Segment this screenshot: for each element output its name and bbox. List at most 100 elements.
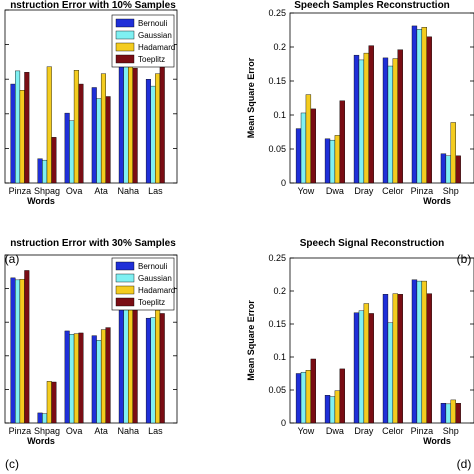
bar-gaussian-pinza <box>15 70 21 184</box>
bar-bernouli-dwa <box>324 138 331 184</box>
chart-panel-c: Pinza Shpag Ova Ata Naha Las Words nstruction E… <box>4 238 178 471</box>
bar-toeplitz-naha <box>132 307 138 424</box>
bar-toeplitz-pinza <box>24 72 30 184</box>
x-tick-label: Dwa <box>326 186 344 196</box>
bar-hadamard-shpag <box>46 66 52 184</box>
x-tick-label: Celor <box>382 186 404 196</box>
plot-frame <box>4 9 178 184</box>
bar-bernouli-las <box>145 78 151 184</box>
bar-hadamard-shp <box>450 122 456 184</box>
bar-toeplitz-pinza <box>426 293 432 424</box>
x-tick-label: Dray <box>354 426 374 436</box>
x-tick-label: Dray <box>354 186 374 196</box>
x-axis-label: Words <box>27 436 55 446</box>
bar-toeplitz-ata <box>105 96 111 184</box>
bar-hadamard-ata <box>100 73 106 184</box>
bar-hadamard-yow <box>305 94 312 184</box>
chart-panel-d: 0 0.05 0.1 0.15 0.2 0.25 Yow Dwa Dray Celor Pinza S… <box>246 238 474 471</box>
legend-swatch-toeplitz <box>115 54 135 64</box>
panel-label: (d) <box>457 457 472 471</box>
panel-label: (c) <box>5 457 19 471</box>
chart-title: Speech Signal Reconstruction <box>300 238 444 249</box>
bar-toeplitz-celor <box>397 294 403 424</box>
bar-gaussian-dwa <box>329 396 336 424</box>
bar-hadamard-shpag <box>46 381 52 424</box>
bar-toeplitz-shpag <box>51 137 57 184</box>
x-tick-label: Ata <box>94 186 108 196</box>
legend: Bernouli Gaussian Hadamard Toeplitz <box>111 257 175 311</box>
bar-toeplitz-yow <box>310 108 316 184</box>
x-tick-label: Pinza <box>9 426 32 436</box>
x-tick-label: Yow <box>298 426 315 436</box>
bar-toeplitz-ova <box>78 83 84 184</box>
bar-bernouli-celor <box>382 294 389 424</box>
x-tick-label: Shpag <box>34 426 60 436</box>
bar-gaussian-pinza <box>15 279 21 424</box>
bar-toeplitz-shp <box>455 403 461 424</box>
y-tick-label: 0.25 <box>268 253 286 263</box>
bar-hadamard-las <box>155 309 161 424</box>
legend-label-toeplitz: Toeplitz <box>138 298 165 307</box>
bar-bernouli-naha <box>118 59 124 184</box>
chart-panel-a: Pinza Shpag Ova Ata Naha Las Words nstruction E… <box>4 0 178 266</box>
bar-hadamard-pinza <box>421 27 427 184</box>
y-tick-label: 0.05 <box>268 385 286 395</box>
y-tick-label: 0.15 <box>268 319 286 329</box>
bar-gaussian-ata <box>96 340 102 424</box>
x-tick-label: Yow <box>298 186 315 196</box>
x-tick-label: Shpag <box>34 186 60 196</box>
bar-hadamard-dwa <box>334 390 341 424</box>
bar-bernouli-ata <box>91 87 97 184</box>
bar-hadamard-naha <box>128 47 134 184</box>
x-tick-label: Pinza <box>9 186 32 196</box>
legend-swatch-gaussian <box>115 273 135 283</box>
y-tick-label: 0.2 <box>273 42 286 52</box>
bar-gaussian-naha <box>123 59 129 184</box>
x-tick-label: Celor <box>382 426 404 436</box>
y-tick-label: 0.05 <box>268 144 286 154</box>
bar-gaussian-shpag <box>42 413 48 424</box>
legend-swatch-bernouli <box>115 18 135 28</box>
y-tick-label: 0.1 <box>273 352 286 362</box>
bar-bernouli-yow <box>295 128 302 184</box>
bar-bernouli-yow <box>295 373 302 424</box>
legend-label-bernouli: Bernouli <box>138 19 168 28</box>
bar-bernouli-ova <box>64 330 70 424</box>
plot-frame <box>289 12 474 184</box>
y-tick-label: 0.25 <box>268 8 286 18</box>
bar-gaussian-dwa <box>329 139 336 184</box>
bar-gaussian-pinza <box>416 29 423 184</box>
bar-gaussian-celor <box>387 322 394 424</box>
bar-hadamard-pinza <box>19 278 25 424</box>
bar-gaussian-yow <box>300 112 307 184</box>
y-tick-label: 0.2 <box>273 286 286 296</box>
x-axis-label: Words <box>423 196 451 206</box>
bar-bernouli-shp <box>440 153 447 184</box>
bar-toeplitz-dray <box>368 313 374 424</box>
bar-toeplitz-pinza <box>24 270 30 424</box>
bar-gaussian-naha <box>123 307 129 424</box>
bar-gaussian-las <box>150 85 156 184</box>
bar-gaussian-shp <box>445 155 452 184</box>
bar-hadamard-las <box>155 73 161 184</box>
plot-frame <box>289 257 474 424</box>
x-tick-label: Pinza <box>411 426 434 436</box>
x-tick-label: Ova <box>66 186 83 196</box>
y-tick-label: 0.15 <box>268 76 286 86</box>
bar-toeplitz-shpag <box>51 381 57 424</box>
legend-swatch-hadamard <box>115 42 135 52</box>
x-axis-label: Words <box>27 196 55 206</box>
legend-label-bernouli: Bernouli <box>138 262 168 271</box>
chart-title: Speech Samples Reconstruction <box>294 0 450 11</box>
legend-label-hadamard: Hadamard <box>138 286 175 295</box>
x-tick-label: Shp <box>443 426 459 436</box>
bar-toeplitz-dwa <box>339 100 345 184</box>
legend-label-toeplitz: Toeplitz <box>138 55 165 64</box>
bar-hadamard-naha <box>128 292 134 424</box>
bar-toeplitz-ova <box>78 332 84 424</box>
bar-bernouli-ata <box>91 335 97 424</box>
panel-label: (b) <box>457 252 472 266</box>
bar-gaussian-pinza <box>416 280 423 424</box>
x-tick-label: Pinza <box>411 186 434 196</box>
